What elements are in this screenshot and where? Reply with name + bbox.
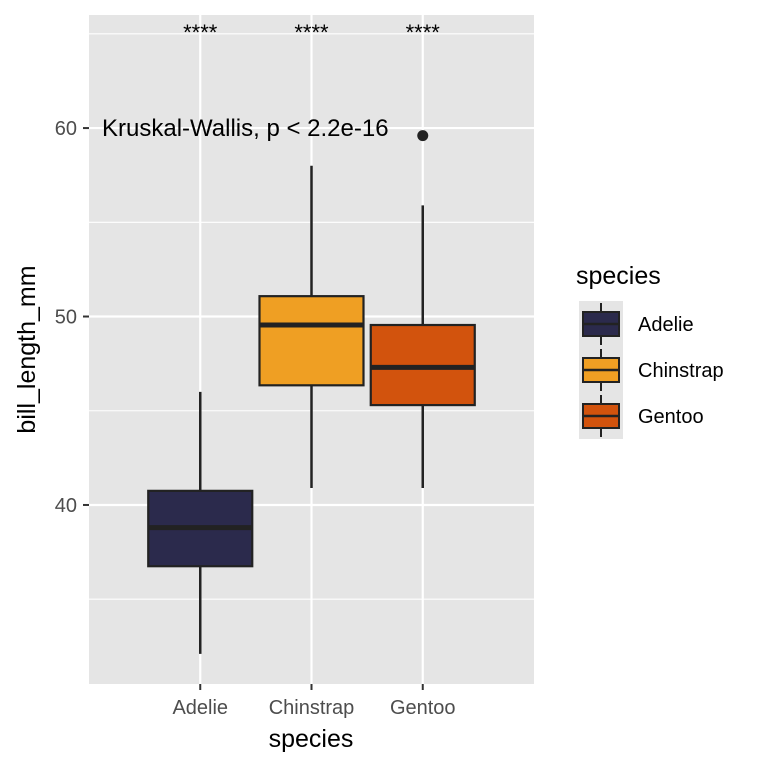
boxes: **** **** ****: [147, 20, 476, 654]
y-tick-label: 40: [55, 495, 77, 517]
significance-label: ****: [183, 20, 218, 45]
legend-label: Gentoo: [638, 406, 704, 428]
box-chinstrap: [258, 165, 365, 489]
y-tick-label: 50: [55, 307, 77, 329]
legend-title: species: [576, 262, 661, 290]
legend-label: Adelie: [638, 314, 694, 336]
x-axis-label: species: [269, 725, 354, 753]
box-adelie: [147, 391, 254, 654]
outlier-point: [417, 130, 429, 142]
significance-label: ****: [294, 20, 329, 45]
y-tick-label: 60: [55, 118, 77, 140]
box-body: [258, 295, 365, 387]
significance-label: ****: [406, 20, 441, 45]
legend-item-gentoo: Gentoo: [579, 393, 704, 439]
legend: species Adelie Chinstrap Gentoo: [576, 262, 724, 439]
legend-item-chinstrap: Chinstrap: [579, 347, 724, 393]
legend-label: Chinstrap: [638, 360, 724, 382]
legend-item-adelie: Adelie: [579, 301, 694, 347]
axes: 40 50 60 Adelie Chinstrap Gentoo: [55, 118, 456, 719]
kruskal-wallis-annotation: Kruskal-Wallis, p < 2.2e-16: [102, 115, 389, 142]
x-tick-label: Adelie: [172, 697, 228, 719]
box-gentoo: [369, 130, 476, 489]
x-tick-label: Chinstrap: [269, 697, 355, 719]
y-axis-label: bill_length_mm: [13, 265, 41, 433]
x-tick-label: Gentoo: [390, 697, 456, 719]
